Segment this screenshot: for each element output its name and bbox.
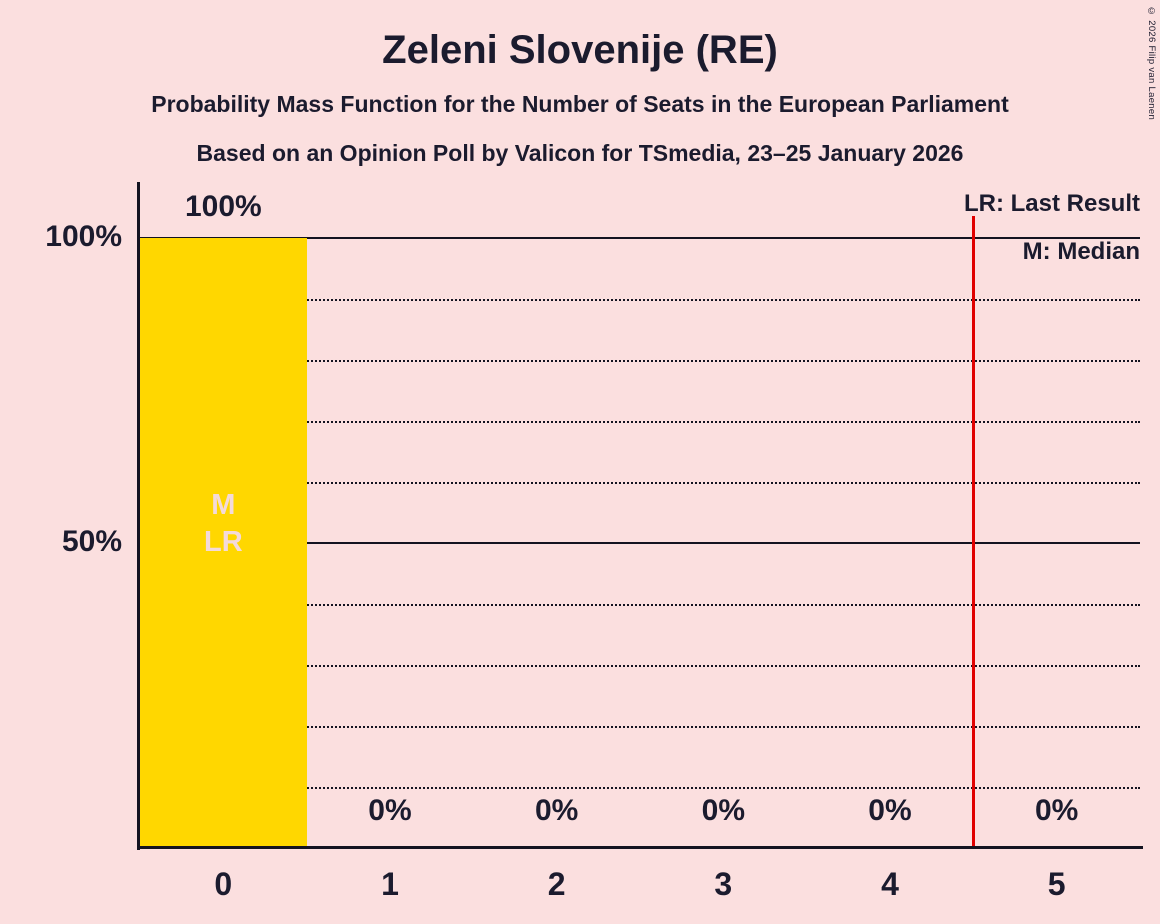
gridline-dotted-70pct xyxy=(140,421,1140,423)
y-axis-tick-50: 50% xyxy=(61,525,122,558)
x-axis-labels: 0 1 2 3 4 5 xyxy=(140,866,1140,918)
legend-median: M: Median xyxy=(1022,238,1140,265)
copyright-notice: © 2026 Filip van Laenen xyxy=(1146,6,1157,121)
bar-value-label-2: 0% xyxy=(534,794,579,827)
gridline-dotted-60pct xyxy=(140,482,1140,484)
bar-seats-0 xyxy=(140,238,307,848)
y-axis-line xyxy=(137,182,140,850)
bar-value-label-5: 0% xyxy=(1034,794,1079,827)
chart-subtitle-method: Probability Mass Function for the Number… xyxy=(151,91,1009,117)
gridline-solid-50pct xyxy=(140,542,1140,544)
bar-value-label-3: 0% xyxy=(701,794,745,827)
bar-value-label-0: 100% xyxy=(184,190,262,223)
x-axis-label-3: 3 xyxy=(714,866,733,902)
legend-last-result: LR: Last Result xyxy=(963,190,1140,217)
gridline-dotted-20pct xyxy=(140,726,1140,728)
x-axis-line xyxy=(137,846,1143,849)
legend: LR: Last Result M: Median xyxy=(964,180,1140,276)
y-axis-tick-100: 100% xyxy=(45,220,122,253)
chart-subtitle-source: Based on an Opinion Poll by Valicon for … xyxy=(196,140,964,166)
x-axis-label-4: 4 xyxy=(881,866,899,902)
x-axis-label-1: 1 xyxy=(381,866,399,902)
x-axis-label-0: 0 xyxy=(214,866,233,902)
bar-annotation-line-m: M xyxy=(211,489,236,521)
bar-value-label-4: 0% xyxy=(868,794,912,827)
gridline-dotted-10pct xyxy=(140,787,1140,789)
bar-annotation-median-last-result: M LR xyxy=(140,487,307,561)
x-axis-label-5: 5 xyxy=(1047,866,1066,902)
gridline-dotted-30pct xyxy=(140,665,1140,667)
majority-threshold-line xyxy=(971,216,975,848)
bar-value-label-1: 0% xyxy=(368,794,412,827)
x-axis-label-2: 2 xyxy=(547,866,566,902)
gridline-dotted-90pct xyxy=(140,299,1140,301)
gridline-dotted-80pct xyxy=(140,360,1140,362)
gridline-dotted-40pct xyxy=(140,604,1140,606)
bar-annotation-line-lr: LR xyxy=(203,526,243,558)
plot-area: 100% 0% 0% 0% 0% 0% M LR xyxy=(140,182,1140,848)
chart-title: Zeleni Slovenije (RE) xyxy=(382,28,778,72)
gridline-solid-100pct xyxy=(140,237,1140,239)
